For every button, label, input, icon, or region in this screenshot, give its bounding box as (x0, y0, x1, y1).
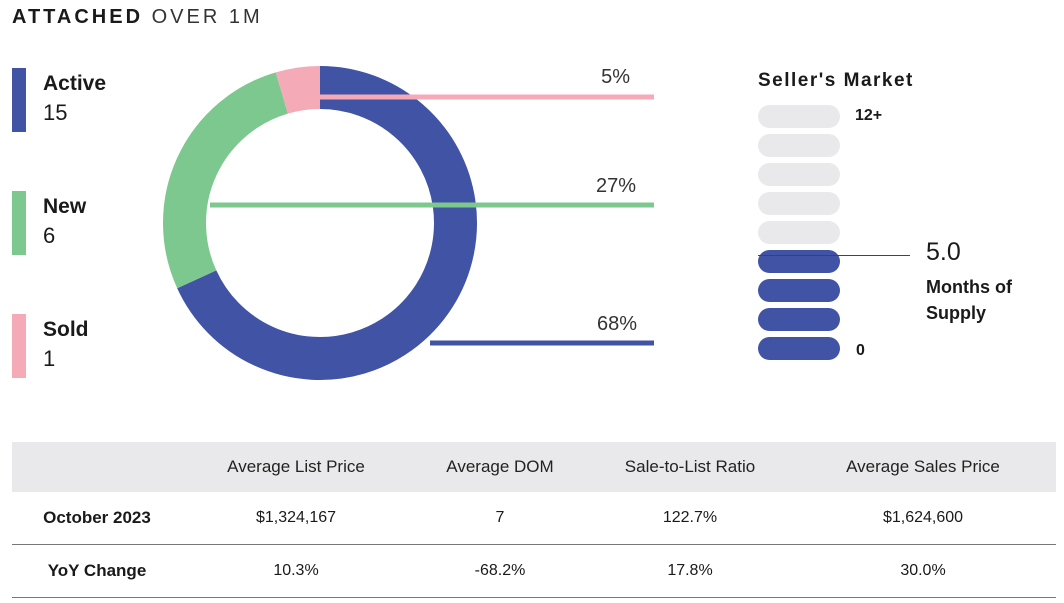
donut-slice-new (163, 72, 289, 289)
row-label: October 2023 (43, 508, 151, 527)
months-of-supply-value: 5.0 (926, 238, 961, 266)
legend-label-new: New (43, 195, 87, 218)
legend-swatch-sold (12, 314, 26, 378)
gauge-level-empty (758, 221, 840, 244)
header-cell: Average DOM (446, 457, 554, 476)
table-cell: -68.2% (474, 562, 526, 579)
gauge-level-empty (758, 192, 840, 215)
table-cell: 10.3% (273, 562, 319, 579)
gauge-level-filled (758, 308, 840, 331)
table-cell: $1,324,167 (255, 509, 337, 526)
legend-swatch-new (12, 191, 26, 255)
gauge-level-filled (758, 337, 840, 360)
legend-value-sold: 1 (43, 346, 56, 371)
pct-label-sold: 5% (601, 66, 630, 88)
donut-chart (163, 66, 654, 380)
gauge-level-filled (758, 279, 840, 302)
gauge-marker-line (758, 255, 910, 256)
gauge-level-empty (758, 134, 840, 157)
stats-table: Average List Price Average DOM Sale-to-L… (12, 442, 1056, 598)
header-cell: Sale-to-List Ratio (624, 457, 756, 476)
donut-slice-sold (275, 66, 321, 114)
legend-label-sold: Sold (43, 318, 89, 341)
table-cell: 7 (495, 509, 505, 526)
gauge-level-filled (758, 250, 840, 273)
row-label: YoY Change (47, 561, 147, 580)
legend-value-active: 15 (43, 100, 68, 125)
header-cell: Average Sales Price (846, 457, 1000, 476)
pct-label-new: 27% (595, 175, 636, 197)
title-bold: ATTACHED (12, 6, 144, 28)
months-of-supply-caption: Months of Supply (926, 277, 1012, 323)
gauge-top-label: 12+ (855, 107, 883, 124)
legend-swatch-active (12, 68, 26, 132)
table-cell: 122.7% (662, 509, 718, 526)
title-light: OVER 1M (151, 6, 263, 28)
legend-value-new: 6 (43, 223, 56, 248)
table-row: October 2023 $1,324,167 7 122.7% $1,624,… (12, 492, 1056, 545)
header-cell (12, 442, 182, 492)
sellers-market-title: Seller's Market (758, 70, 914, 91)
table-row: YoY Change 10.3% -68.2% 17.8% 30.0% (12, 545, 1056, 598)
gauge-level-empty (758, 105, 840, 128)
table-header: Average List Price Average DOM Sale-to-L… (12, 442, 1056, 492)
donut-slice-active (177, 66, 477, 380)
gauge-bottom-label: 0 (856, 342, 865, 359)
page-title: ATTACHED OVER 1M (12, 6, 263, 29)
table-cell: 17.8% (667, 562, 713, 579)
header-cell: Average List Price (227, 457, 365, 476)
legend-label-active: Active (43, 72, 107, 95)
pct-label-active: 68% (596, 313, 637, 335)
table-cell: $1,624,600 (882, 509, 964, 526)
table-cell: 30.0% (900, 562, 946, 579)
gauge-level-empty (758, 163, 840, 186)
